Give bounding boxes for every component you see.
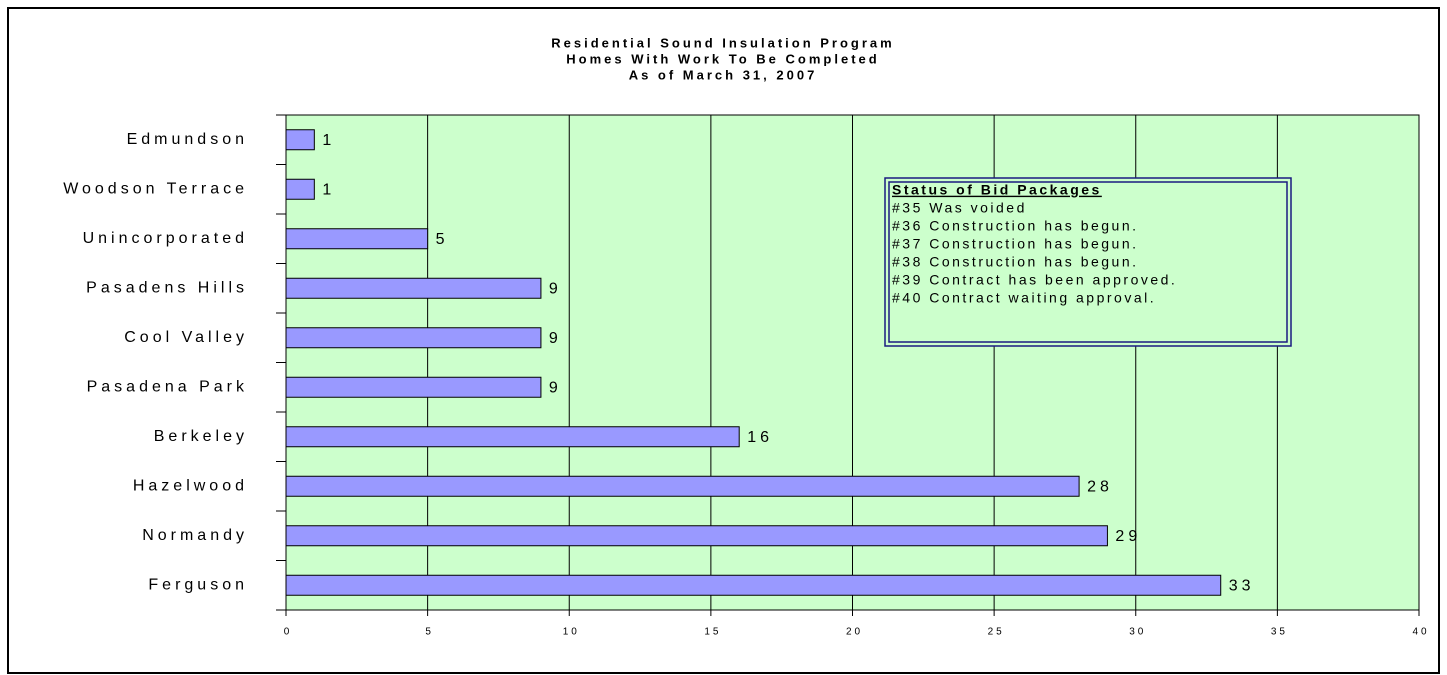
y-tick-label: Ferguson: [148, 576, 248, 593]
bar: [285, 376, 542, 398]
x-tick-label: 0: [284, 627, 293, 638]
y-tick-label: Pasadens Hills: [86, 279, 248, 296]
x-tick-label: 20: [846, 627, 863, 638]
y-tick-label: Woodson Terrace: [63, 180, 248, 197]
x-tick-label: 15: [704, 627, 721, 638]
y-tick-label: Normandy: [142, 527, 248, 544]
value-label: 1: [322, 181, 335, 198]
value-label: 33: [1229, 577, 1255, 594]
value-label: 16: [747, 429, 773, 446]
chart-title: Residential Sound Insulation Program: [551, 35, 894, 50]
bar: [285, 129, 315, 151]
bar: [285, 574, 1222, 596]
bar: [285, 475, 1080, 497]
x-tick-label: 10: [563, 627, 580, 638]
bar: [285, 426, 740, 448]
chart-title: As of March 31, 2007: [629, 67, 818, 82]
annotation-line: #39 Contract has been approved.: [892, 272, 1177, 288]
y-tick-label: Cool Valley: [124, 329, 248, 346]
x-tick-label: 25: [988, 627, 1005, 638]
x-tick-label: 40: [1412, 627, 1429, 638]
annotation-line: #40 Contract waiting approval.: [892, 290, 1156, 306]
annotation-box: [884, 177, 1292, 347]
value-label: 9: [549, 379, 562, 396]
y-tick-label: Hazelwood: [133, 477, 248, 494]
x-tick-label: 30: [1129, 627, 1146, 638]
annotation-line: #36 Construction has begun.: [892, 218, 1139, 234]
annotation-box-inner: [888, 181, 1288, 343]
chart-title: Homes With Work To Be Completed: [566, 51, 879, 66]
value-label: 5: [436, 231, 449, 248]
annotation-title: Status of Bid Packages: [892, 182, 1102, 198]
frame: [7, 7, 1440, 674]
value-label: 28: [1087, 478, 1113, 495]
y-tick-label: Unincorporated: [83, 230, 248, 247]
y-tick-label: Berkeley: [154, 428, 248, 445]
bar: [285, 228, 429, 250]
bar: [285, 525, 1108, 547]
x-tick-label: 35: [1271, 627, 1288, 638]
value-label: 9: [549, 330, 562, 347]
annotation-line: #35 Was voided: [892, 200, 1027, 216]
value-label: 9: [549, 280, 562, 297]
bar: [285, 178, 315, 200]
bar: [285, 327, 542, 349]
value-label: 29: [1115, 528, 1141, 545]
x-tick-label: 5: [425, 627, 434, 638]
value-label: 1: [322, 132, 335, 149]
y-tick-label: Edmundson: [127, 131, 248, 148]
annotation-line: #37 Construction has begun.: [892, 236, 1139, 252]
annotation-line: #38 Construction has begun.: [892, 254, 1139, 270]
y-tick-label: Pasadena Park: [87, 378, 248, 395]
bar: [285, 277, 542, 299]
